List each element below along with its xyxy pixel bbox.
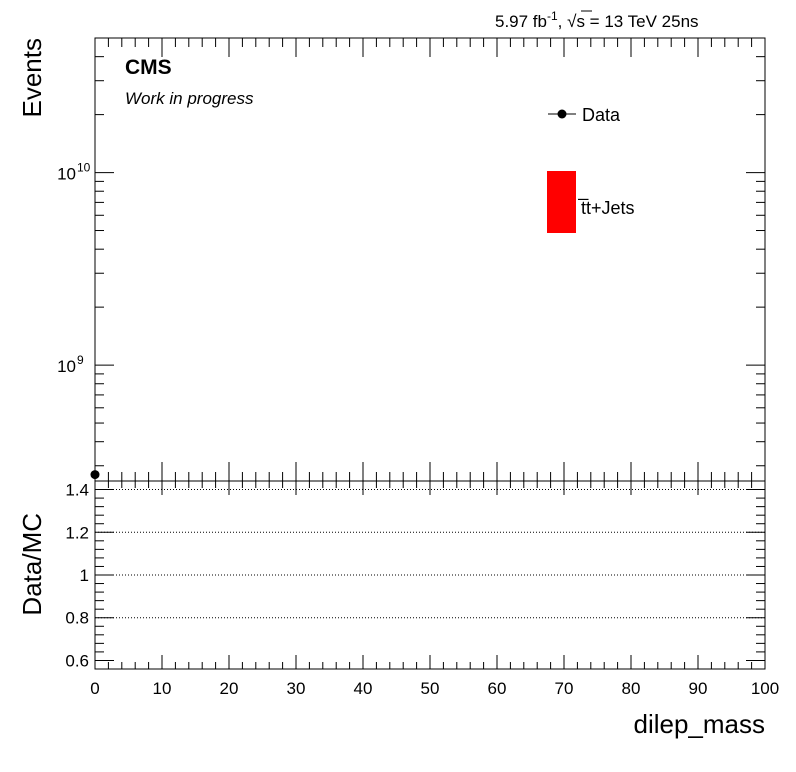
x-tick-label: 60 bbox=[488, 679, 507, 698]
ratio-y-tick-label: 0.6 bbox=[65, 651, 89, 670]
ratio-y-axis-title: Data/MC bbox=[17, 513, 47, 616]
lumi-label: 5.97 fb-1, √s = 13 TeV 25ns bbox=[495, 9, 699, 31]
x-tick-label: 100 bbox=[751, 679, 779, 698]
lumi-value: 5.97 fb bbox=[495, 12, 547, 31]
x-tick-label: 50 bbox=[421, 679, 440, 698]
ratio-y-tick-label: 1 bbox=[80, 566, 89, 585]
x-tick-label: 40 bbox=[354, 679, 373, 698]
x-tick-label: 90 bbox=[689, 679, 708, 698]
x-tick-label: 20 bbox=[220, 679, 239, 698]
x-tick-label: 10 bbox=[153, 679, 172, 698]
ratio-gridlines bbox=[95, 489, 765, 619]
main-y-tick-exponent: 10 bbox=[77, 161, 91, 175]
x-tick-labels: 0 10 20 30 40 50 60 70 80 90 100 bbox=[90, 679, 779, 698]
lumi-rest: , √s = 13 TeV 25ns bbox=[558, 12, 699, 31]
main-y-tick-exponent: 9 bbox=[77, 353, 84, 367]
cms-label: CMS bbox=[125, 56, 172, 79]
legend-ttbar-label: t̅t+Jets bbox=[577, 198, 634, 218]
lumi-exponent: -1 bbox=[547, 9, 558, 23]
ratio-y-tick-label: 0.8 bbox=[65, 609, 89, 628]
x-axis-title: dilep_mass bbox=[633, 709, 765, 739]
main-axis-ticks bbox=[94, 37, 766, 481]
main-y-axis-title: Events bbox=[17, 38, 47, 118]
legend-data-label: Data bbox=[582, 105, 621, 125]
legend-ttbar-swatch bbox=[547, 171, 576, 233]
ratio-y-tick-label: 1.2 bbox=[65, 523, 89, 542]
x-tick-label: 30 bbox=[287, 679, 306, 698]
x-tick-label: 70 bbox=[555, 679, 574, 698]
data-point bbox=[90, 470, 100, 480]
x-tick-label: 0 bbox=[90, 679, 99, 698]
ratio-axis-ticks bbox=[94, 480, 766, 670]
ratio-panel-frame bbox=[94, 480, 766, 670]
ratio-y-tick-label: 1.4 bbox=[65, 481, 89, 500]
main-y-tick-label: 10 bbox=[57, 357, 76, 376]
data-points bbox=[90, 470, 100, 480]
ratio-y-tick-labels: 0.6 0.8 1 1.2 1.4 bbox=[65, 481, 89, 671]
legend-data-marker bbox=[557, 109, 567, 119]
legend: Data t̅t+Jets bbox=[547, 105, 635, 233]
main-y-tick-label: 10 bbox=[57, 165, 76, 184]
status-label: Work in progress bbox=[125, 89, 254, 108]
x-tick-label: 80 bbox=[622, 679, 641, 698]
